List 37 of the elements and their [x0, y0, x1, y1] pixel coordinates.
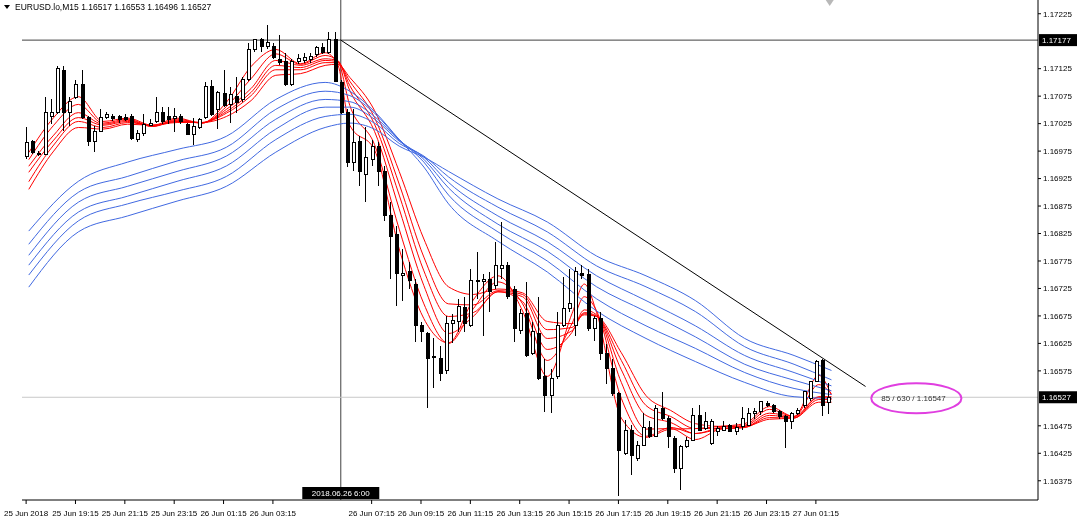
x-tick-label: 26 Jun 15:15 [545, 508, 593, 518]
y-tick-label: 1.16425 [1043, 449, 1073, 459]
y-tick-label: 1.16725 [1043, 284, 1073, 294]
ref-line-label: 2018.06.26 6:00 [311, 488, 371, 498]
x-tick-label: 27 Jun 01:15 [792, 508, 840, 518]
x-tick-label: 25 Jun 21:15 [101, 508, 149, 518]
y-tick-label: 1.17025 [1043, 119, 1073, 129]
y-tick-label: 1.16575 [1043, 366, 1073, 376]
y-tick-label: 1.16625 [1043, 339, 1073, 349]
y-tick-label: 1.16475 [1043, 421, 1073, 431]
ref-line-label: 1.16527 [1042, 393, 1072, 403]
x-tick-label: 26 Jun 13:15 [496, 508, 544, 518]
x-tick-label: 26 Jun 07:15 [348, 508, 396, 518]
y-tick-label: 1.16675 [1043, 311, 1073, 321]
x-tick-label: 26 Jun 17:15 [595, 508, 643, 518]
y-tick-label: 1.16375 [1043, 476, 1073, 486]
y-tick-label: 1.16775 [1043, 256, 1073, 266]
y-tick-label: 1.17225 [1043, 9, 1073, 19]
x-tick-label: 26 Jun 09:15 [397, 508, 445, 518]
y-tick-label: 1.16925 [1043, 174, 1073, 184]
annotation: 85 / 630 / 1.16547 [881, 394, 947, 404]
x-tick-label: 26 Jun 23:15 [743, 508, 791, 518]
x-tick-label: 26 Jun 03:15 [249, 508, 297, 518]
x-tick-label: 25 Jun 19:15 [52, 508, 100, 518]
x-tick-label: 25 Jun 2018 [4, 508, 49, 518]
x-tick-label: 26 Jun 19:15 [644, 508, 692, 518]
chart-title: EURUSD.lo,M15 1.16517 1.16553 1.16496 1.16527 [15, 1, 212, 12]
y-tick-label: 1.16875 [1043, 201, 1073, 211]
x-tick-label: 26 Jun 01:15 [200, 508, 248, 518]
y-tick-label: 1.17125 [1043, 64, 1073, 74]
y-tick-label: 1.16825 [1043, 229, 1073, 239]
x-tick-label: 26 Jun 11:15 [447, 508, 494, 518]
ref-line-label: 1.17177 [1042, 35, 1072, 45]
x-tick-label: 26 Jun 21:15 [694, 508, 741, 518]
y-tick-label: 1.17075 [1043, 91, 1073, 101]
y-tick-label: 1.16975 [1043, 146, 1073, 156]
x-tick-label: 25 Jun 23:15 [151, 508, 198, 518]
